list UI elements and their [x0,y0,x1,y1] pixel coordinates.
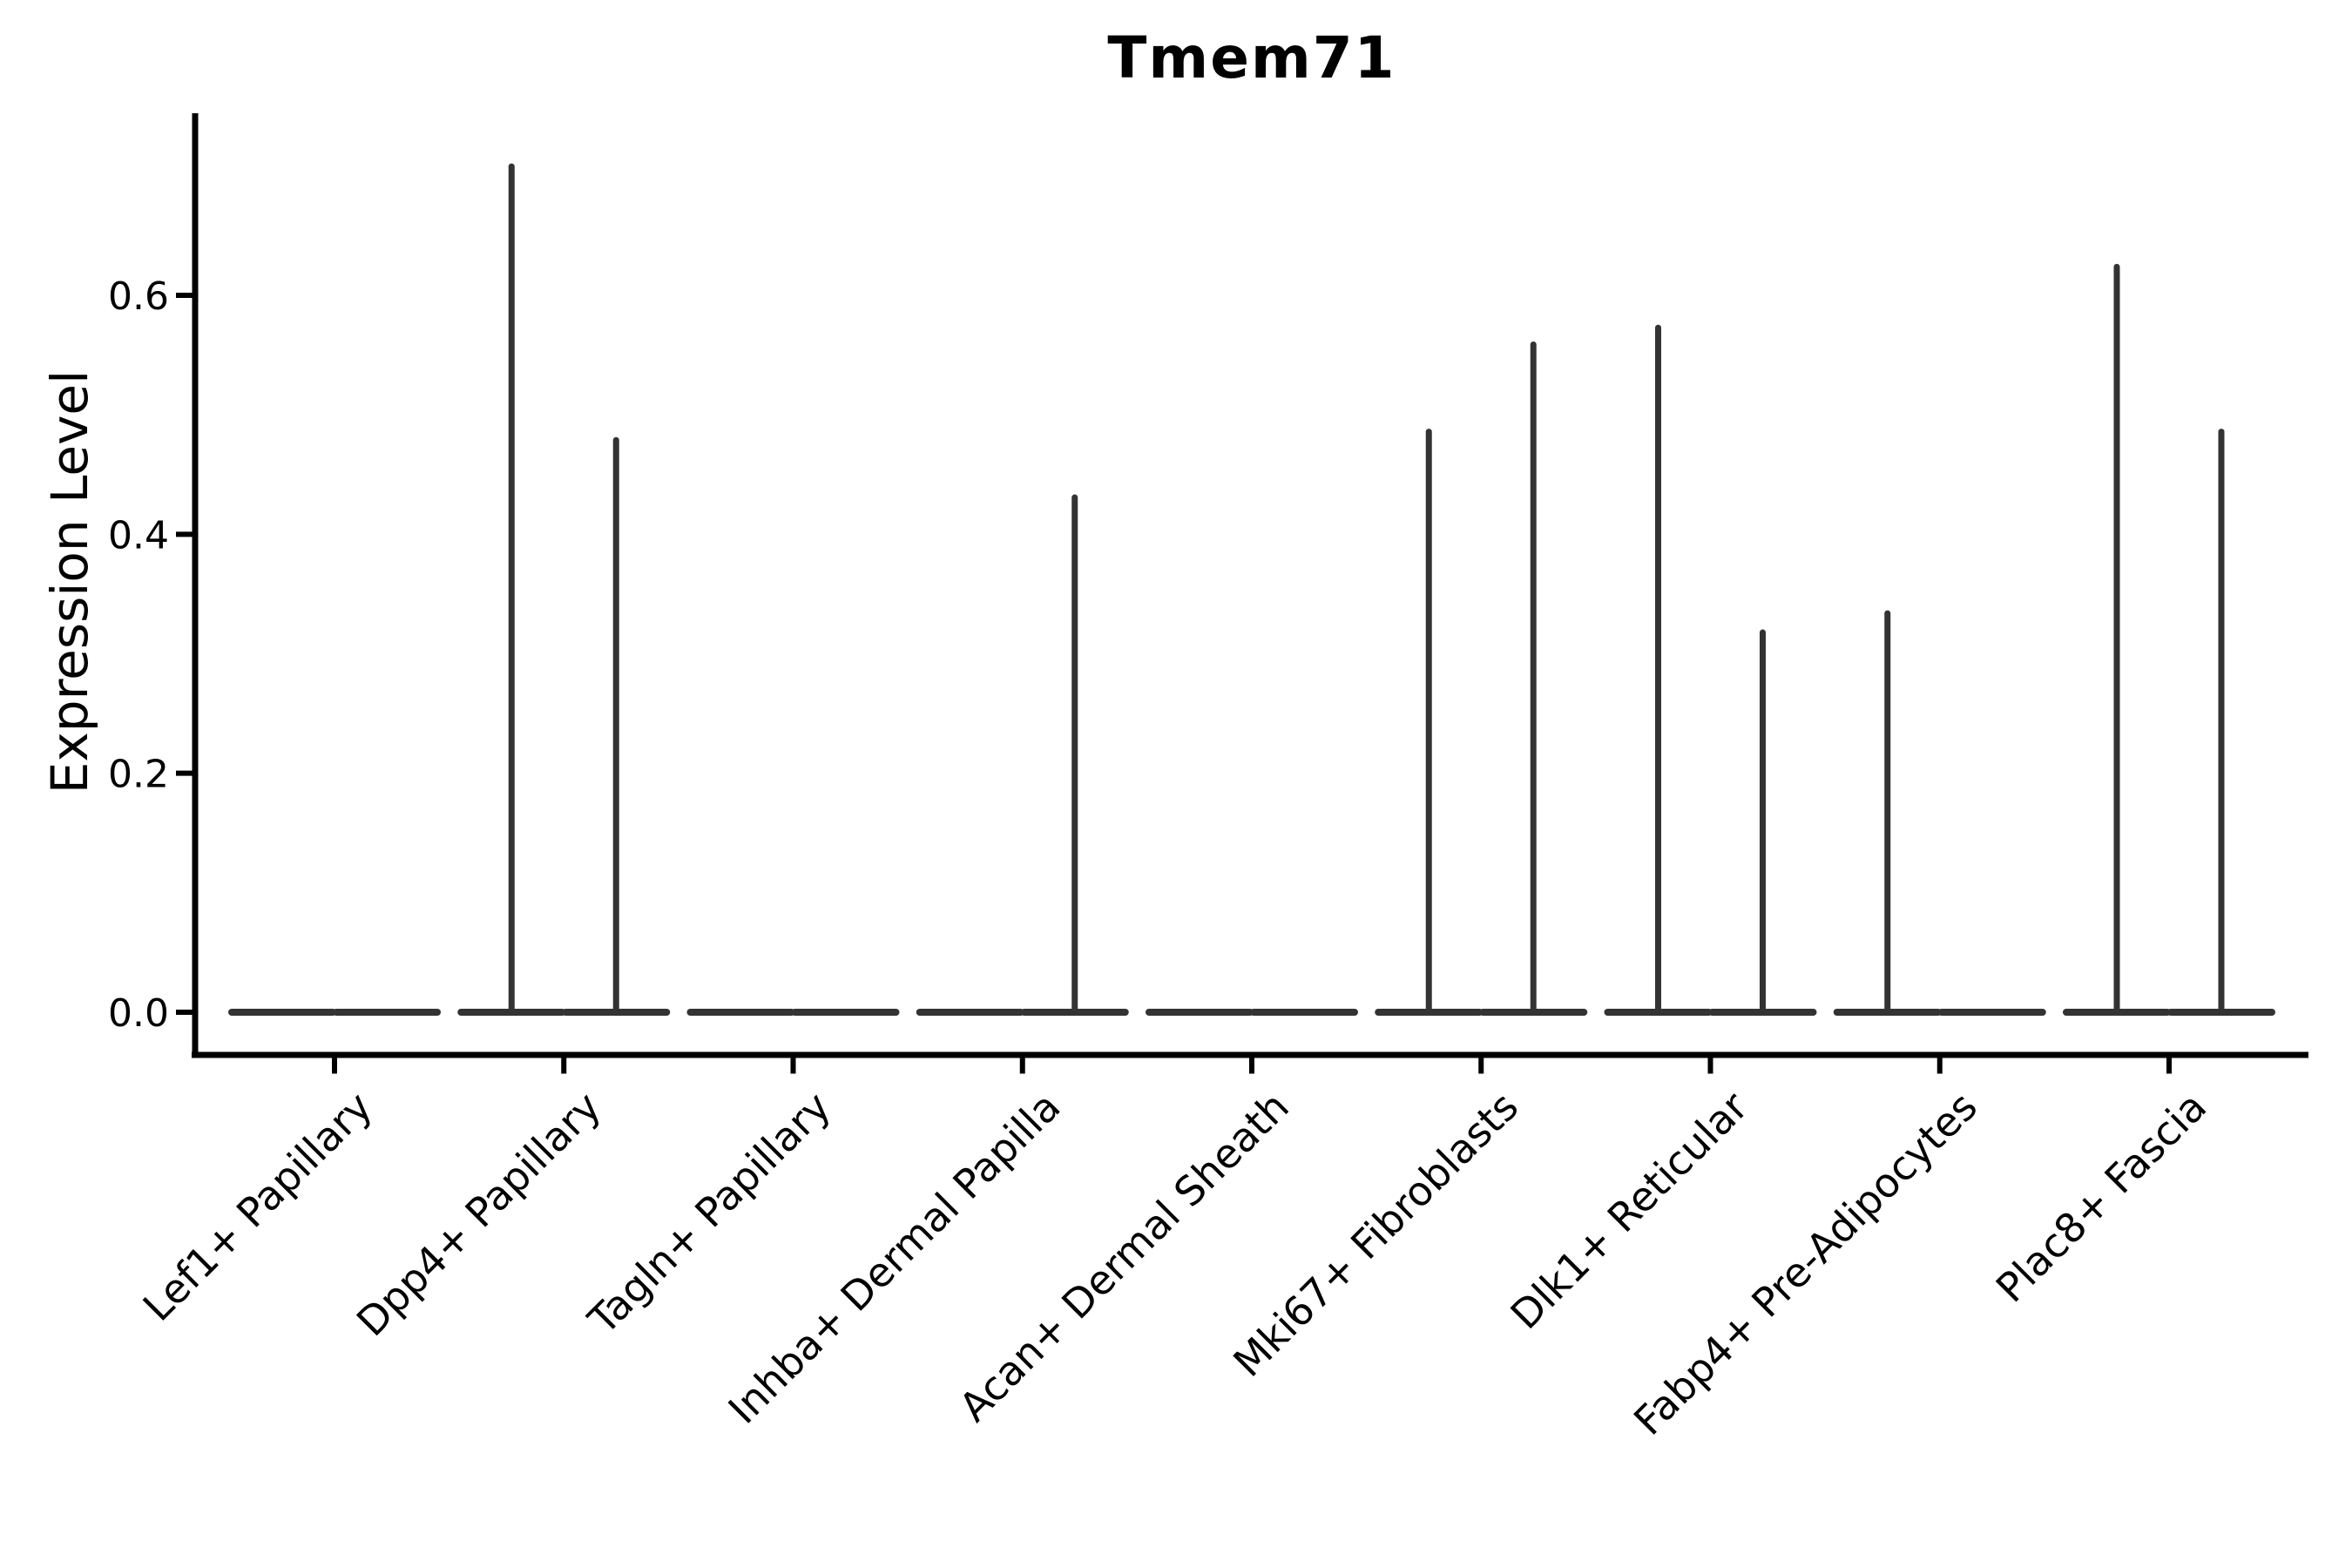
y-tick-label: 0.6 [108,274,169,319]
y-tick-label: 0.0 [108,991,169,1036]
y-axis-label: Expression Level [40,369,99,794]
y-tick-label: 0.2 [108,753,169,797]
y-tick-label: 0.4 [108,513,169,558]
chart-title: Tmem71 [1107,24,1396,91]
